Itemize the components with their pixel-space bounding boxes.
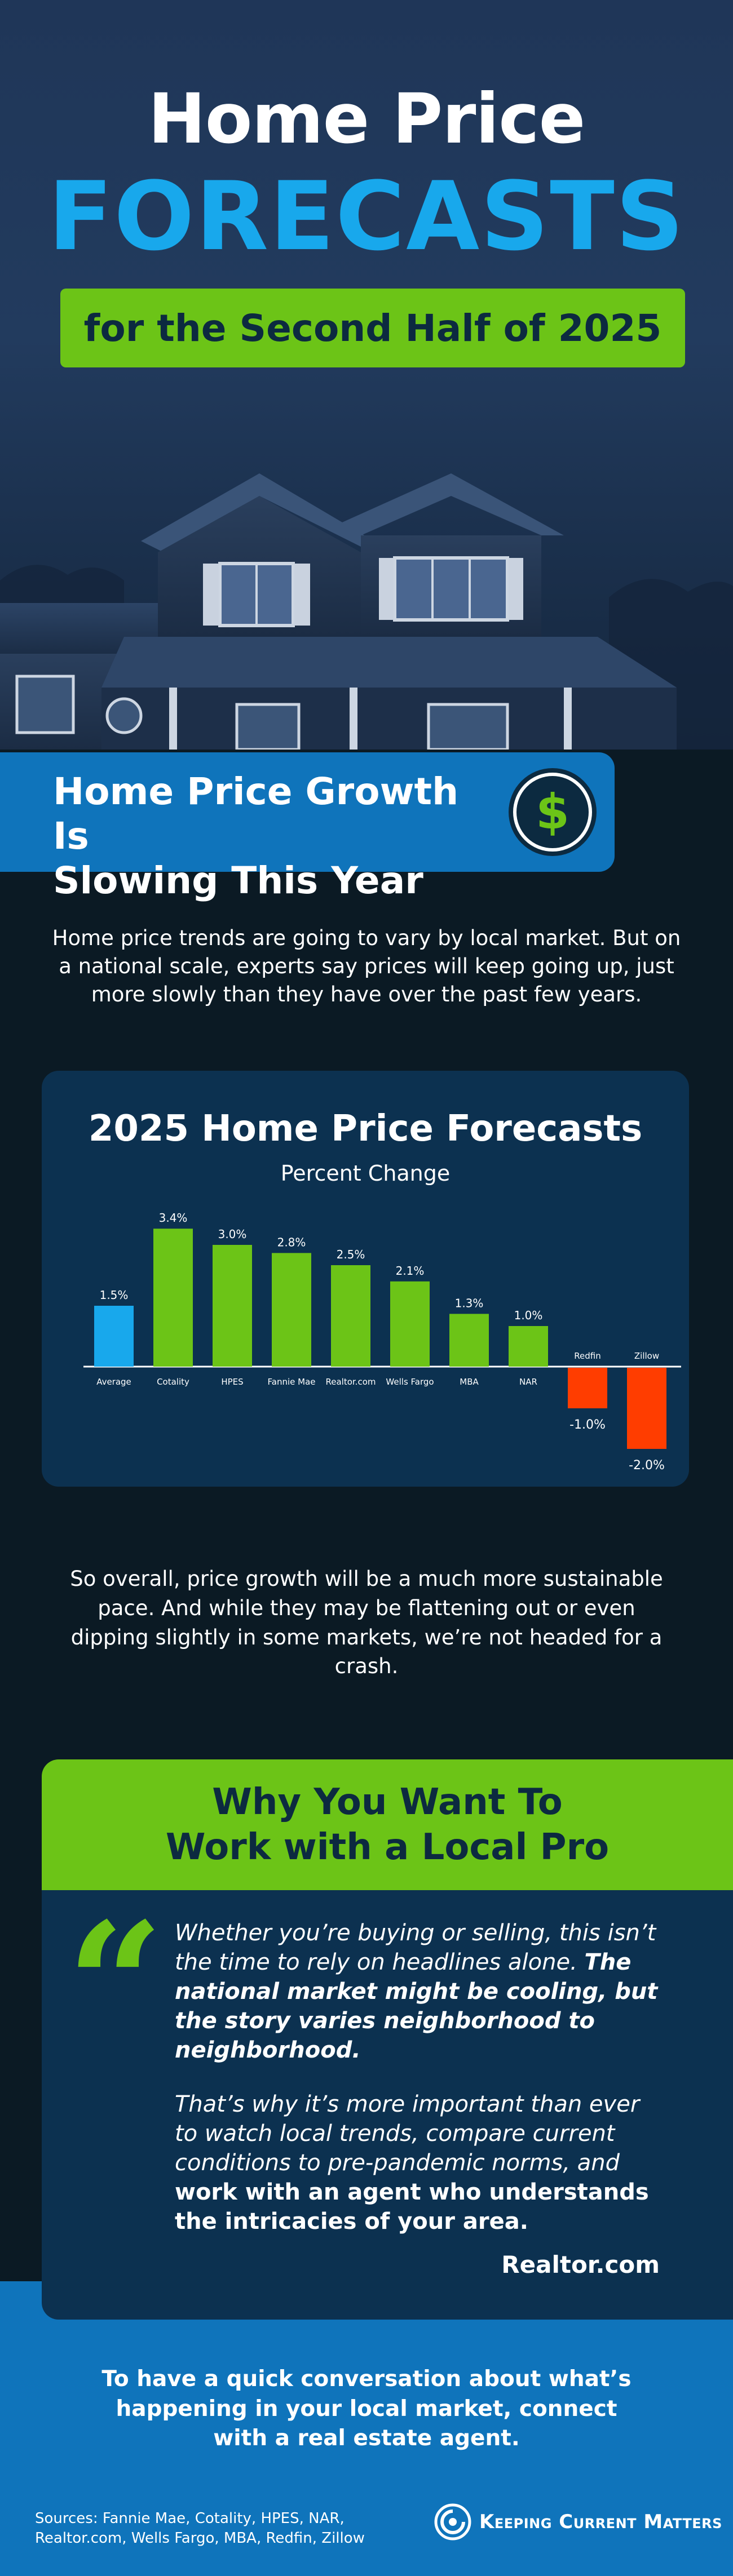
bar-cotality (153, 1229, 193, 1367)
hero-title-line1: Home Price (148, 79, 586, 159)
quote-text: Whether you’re buying or selling, this i… (175, 1918, 660, 2261)
bar-mba (449, 1314, 489, 1367)
bar-wells-fargo (390, 1281, 430, 1367)
quote-paragraph-2: That’s why it’s more important than ever… (175, 2090, 660, 2236)
hero-banner: for the Second Half of 2025 (60, 289, 685, 367)
data-label: 2.5% (337, 1248, 365, 1261)
data-label: 3.0% (218, 1227, 247, 1241)
growth-heading-line1: Home Price Growth Is (53, 770, 459, 858)
bar-zillow (627, 1368, 666, 1449)
bar-fannie-mae (272, 1253, 311, 1367)
category-label: Cotality (157, 1377, 189, 1387)
local-pro-heading-line1: Why You Want To (212, 1781, 563, 1823)
quote-p2-normal: That’s why it’s more important than ever… (175, 2091, 640, 2176)
hero-section: Home Price FORECASTS for the Second Half… (0, 0, 733, 750)
data-label: 1.0% (514, 1309, 543, 1322)
data-label: 2.1% (396, 1264, 425, 1278)
hero-title-line2: FORECASTS (48, 161, 685, 272)
brand-name: Keeping Current Matters (479, 2511, 722, 2533)
bar-realtor-com (331, 1265, 370, 1367)
bar-nar (509, 1326, 548, 1367)
sources-text: Sources: Fannie Mae, Cotality, HPES, NAR… (35, 2510, 365, 2547)
brand-logo: Keeping Current Matters (434, 2502, 722, 2542)
local-pro-heading-line2: Work with a Local Pro (165, 1826, 610, 1868)
dollar-icon: $ (513, 773, 592, 852)
local-pro-quote-card: “ Whether you’re buying or selling, this… (42, 1890, 733, 2320)
category-label: Zillow (634, 1351, 659, 1361)
quote-icon: “ (67, 1885, 164, 2084)
house-illustration (0, 473, 733, 750)
bar-redfin (568, 1368, 607, 1408)
chart-card: 2025 Home Price Forecasts Percent Change… (42, 1071, 689, 1487)
category-label: NAR (519, 1377, 537, 1387)
quote-p2-bold: work with an agent who understands the i… (175, 2179, 649, 2234)
data-label: 1.5% (100, 1288, 129, 1302)
call-to-action: To have a quick conversation about what’… (101, 2366, 632, 2451)
quote-source: Realtor.com (501, 2251, 660, 2278)
category-label: Fannie Mae (268, 1377, 316, 1387)
intro-text: Home price trends are going to vary by l… (52, 926, 681, 1007)
summary-text: So overall, price growth will be a much … (70, 1567, 663, 1679)
local-pro-heading: Why You Want To Work with a Local Pro (42, 1759, 733, 1890)
bar-hpes (213, 1245, 252, 1367)
bar-chart: 1.5% Average 3.4% Cotality 3.0% HPES 2.8% Fanni… (83, 1211, 681, 1473)
category-label: Wells Fargo (386, 1377, 434, 1387)
data-label: -1.0% (569, 1418, 606, 1432)
kcm-logo-icon (434, 2503, 471, 2540)
footer-section (0, 2281, 733, 2576)
category-label: HPES (221, 1377, 243, 1387)
growth-badge: Home Price Growth Is Slowing This Year $ (0, 752, 615, 902)
data-label: 3.4% (159, 1211, 188, 1225)
quote-p1-normal: Whether you’re buying or selling, this i… (175, 1920, 656, 1975)
data-label: 1.3% (455, 1296, 484, 1310)
growth-heading: Home Price Growth Is Slowing This Year (53, 769, 482, 903)
bar-average (94, 1306, 134, 1367)
category-label: Average (96, 1377, 131, 1387)
data-label: 2.8% (277, 1235, 306, 1249)
category-label: Realtor.com (326, 1377, 376, 1387)
data-label: -2.0% (629, 1458, 665, 1473)
chart-subtitle: Percent Change (280, 1161, 451, 1186)
growth-heading-line2: Slowing This Year (53, 859, 423, 903)
quote-paragraph-1: Whether you’re buying or selling, this i… (175, 1918, 660, 2065)
category-label: MBA (460, 1377, 479, 1387)
category-label: Redfin (574, 1351, 600, 1361)
quote-p1-bold: The national market might be cooling, bu… (175, 1949, 658, 2063)
chart-title: 2025 Home Price Forecasts (88, 1108, 643, 1150)
